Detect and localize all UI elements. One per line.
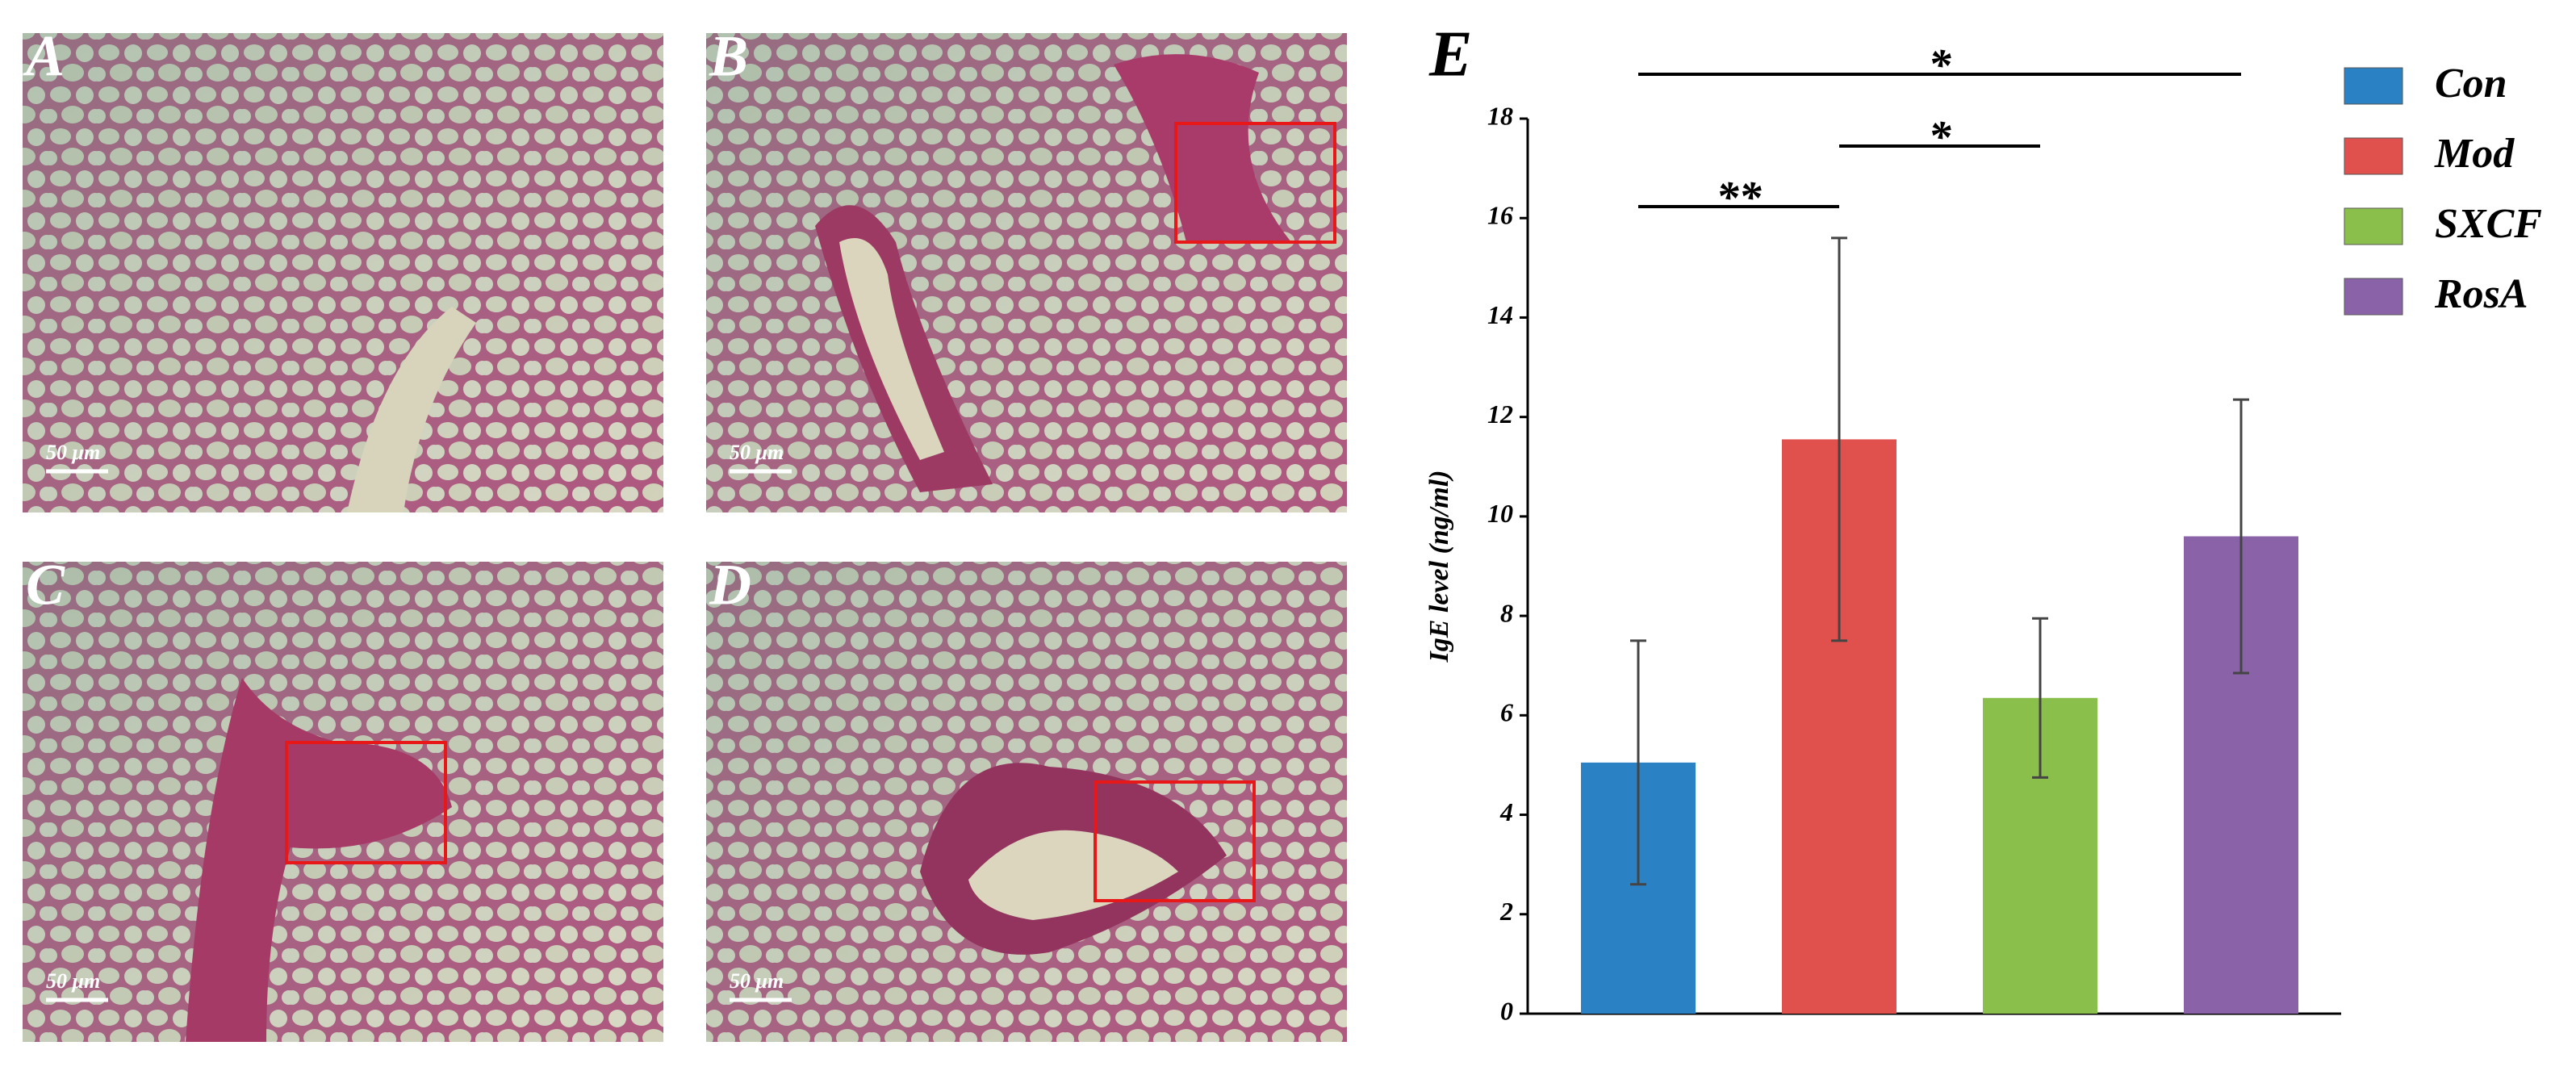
legend-swatch xyxy=(2344,207,2403,245)
histology-panels xyxy=(23,33,1347,1042)
legend-label: RosA xyxy=(2434,271,2528,317)
y-tick-label: 14 xyxy=(1487,300,1513,329)
y-axis-label: IgE level (ng/ml) xyxy=(1424,471,1454,663)
panel xyxy=(706,562,1347,1042)
panel xyxy=(23,33,663,512)
panel xyxy=(706,33,1347,512)
panel-label: A xyxy=(23,24,65,89)
panel-label: C xyxy=(26,553,65,617)
panel-label: B xyxy=(709,24,748,89)
legend-label: Mod xyxy=(2434,131,2515,177)
legend-swatch xyxy=(2344,278,2403,316)
y-tick-label: 16 xyxy=(1487,201,1513,230)
legend-label: SXCF xyxy=(2435,201,2542,247)
panel xyxy=(23,562,663,1042)
y-tick-label: 18 xyxy=(1487,101,1513,130)
legend-swatch xyxy=(2344,67,2403,105)
y-tick-label: 0 xyxy=(1500,996,1513,1025)
y-tick-label: 4 xyxy=(1499,797,1513,826)
y-tick-label: 10 xyxy=(1487,499,1513,528)
scale-bar-label: 50 μm xyxy=(46,969,100,993)
legend-swatch xyxy=(2344,137,2403,175)
panel-label: D xyxy=(709,553,751,617)
significance-label: ** xyxy=(1717,173,1763,223)
panel-label: E xyxy=(1428,19,1472,90)
y-tick-label: 2 xyxy=(1499,897,1513,926)
legend-label: Con xyxy=(2435,61,2507,107)
scale-bar-label: 50 μm xyxy=(46,441,100,464)
y-tick-label: 8 xyxy=(1500,598,1513,627)
y-tick-label: 12 xyxy=(1487,399,1513,429)
significance-label: * xyxy=(1929,112,1952,162)
significance-label: * xyxy=(1929,40,1952,90)
scale-bar-label: 50 μm xyxy=(730,441,784,464)
scale-bar-label: 50 μm xyxy=(730,969,784,993)
y-tick-label: 6 xyxy=(1500,698,1513,727)
